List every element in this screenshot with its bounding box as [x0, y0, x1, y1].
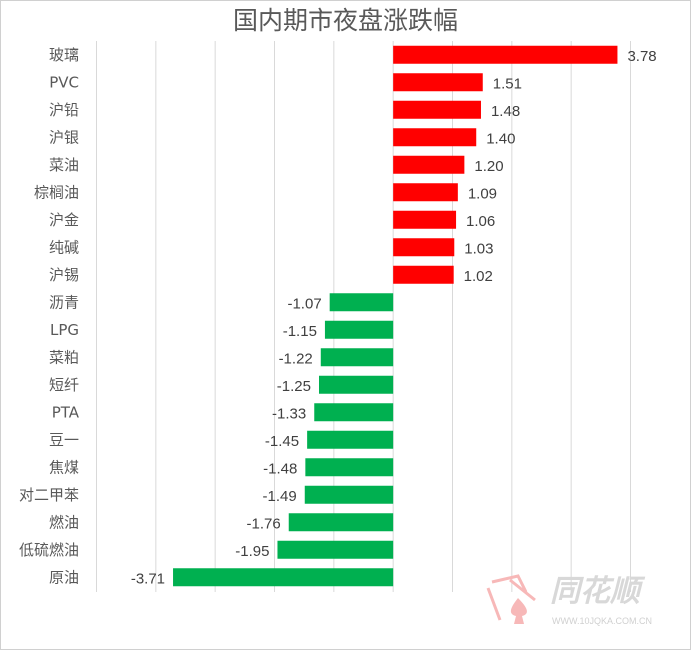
data-label: -1.76: [247, 515, 281, 532]
category-label: 菜油: [49, 156, 79, 174]
category-label: 焦煤: [49, 458, 79, 476]
bar: [304, 485, 394, 504]
data-label: -3.71: [131, 570, 165, 587]
chart-title: 国内期市夜盘涨跌幅: [232, 6, 458, 35]
data-label: -1.33: [272, 405, 306, 422]
bar: [393, 265, 454, 284]
data-label: -1.45: [265, 433, 299, 450]
category-label: 沪铅: [49, 101, 79, 119]
bar: [319, 375, 394, 394]
category-label: 棕榈油: [34, 183, 79, 201]
data-label: -1.25: [277, 378, 311, 395]
bar: [393, 155, 465, 174]
category-label: LPG: [50, 321, 79, 339]
data-label: -1.07: [287, 295, 321, 312]
bar: [329, 293, 394, 312]
bar: [393, 45, 618, 64]
bar: [277, 540, 394, 559]
data-label: -1.49: [263, 488, 297, 505]
data-label: 1.51: [493, 75, 522, 92]
data-label: 1.06: [466, 213, 495, 230]
category-label: 对二甲苯: [19, 486, 79, 504]
data-label: 1.03: [464, 240, 493, 257]
bar: [393, 183, 458, 202]
bar: [307, 430, 394, 449]
category-label: 玻璃: [49, 46, 79, 64]
data-label: -1.15: [283, 323, 317, 340]
data-label: 1.09: [468, 185, 497, 202]
category-label: 纯碱: [49, 238, 79, 256]
data-label: -1.95: [235, 543, 269, 560]
category-label: 原油: [49, 568, 79, 586]
bar: [324, 320, 394, 339]
data-label: 1.20: [474, 158, 503, 175]
category-label: 燃油: [49, 513, 79, 531]
category-label: PTA: [52, 403, 80, 421]
data-label: 1.02: [464, 268, 493, 285]
data-label: 3.78: [627, 48, 656, 65]
watermark-logo-icon: [486, 574, 536, 624]
bar: [393, 73, 483, 92]
data-label: -1.22: [279, 350, 313, 367]
bar: [173, 568, 394, 587]
category-label: 豆一: [49, 431, 79, 449]
bar: [314, 403, 394, 422]
bar: [393, 128, 477, 147]
bar: [393, 210, 457, 229]
bar: [393, 238, 455, 257]
bar: [320, 348, 394, 367]
category-label: 沪金: [49, 211, 79, 229]
watermark-url: WWW.10JQKA.COM.CN: [552, 616, 653, 626]
watermark-brand: 同花顺: [550, 574, 640, 609]
category-label: 低硫燃油: [19, 541, 79, 559]
data-label: -1.48: [263, 460, 297, 477]
category-label: 沥青: [49, 293, 79, 311]
bar: [288, 513, 394, 532]
data-label: 1.40: [486, 130, 515, 147]
category-label: 菜粕: [49, 348, 79, 366]
category-label: 沪锡: [49, 266, 79, 284]
category-label: 短纤: [49, 376, 79, 394]
bar: [305, 458, 394, 477]
data-label: 1.48: [491, 103, 520, 120]
bar: [393, 100, 481, 119]
category-label: PVC: [49, 73, 79, 91]
category-label: 沪银: [49, 128, 79, 146]
